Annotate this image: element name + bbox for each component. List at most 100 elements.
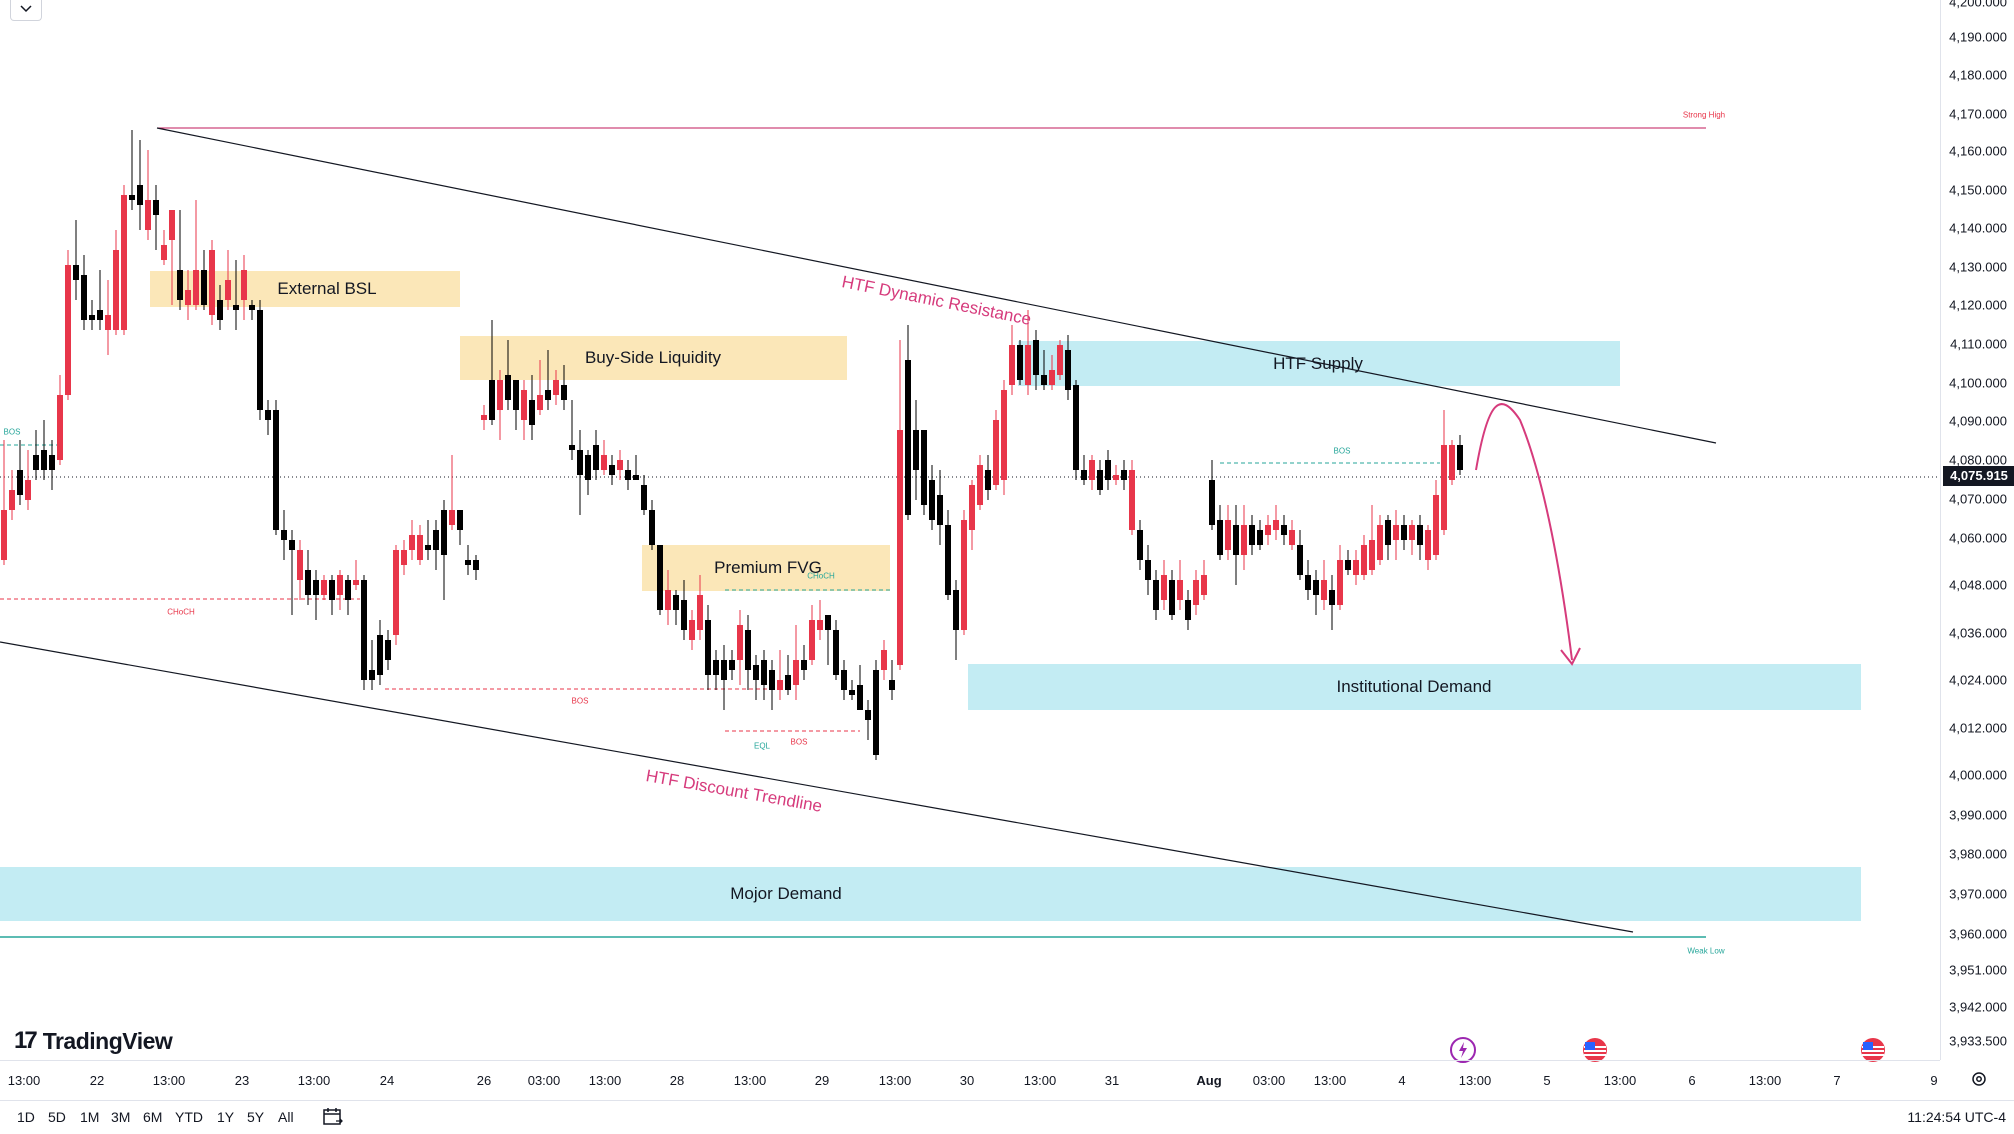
price-tick: 4,090.000	[1949, 413, 2007, 429]
candle-body	[729, 660, 735, 670]
candle-body	[889, 680, 895, 690]
candle-body	[1345, 560, 1351, 570]
range-button-ytd[interactable]: YTD	[175, 1109, 203, 1125]
time-tick: 13:00	[1023, 1073, 1057, 1088]
candle-body	[273, 410, 279, 530]
price-tick: 4,060.000	[1949, 530, 2007, 546]
candle-body	[1209, 480, 1215, 525]
candle-body	[969, 485, 975, 530]
price-tick: 4,200.000	[1949, 0, 2007, 10]
settings-gear-icon[interactable]	[1970, 1070, 1988, 1088]
candle-body	[1145, 560, 1151, 580]
range-button-1d[interactable]: 1D	[17, 1109, 35, 1125]
institutional-demand-label: Institutional Demand	[1336, 677, 1492, 696]
price-axis[interactable]: 4,200.000 4,190.000 4,180.000 4,170.000 …	[1940, 0, 2014, 1060]
candle-body	[1297, 545, 1303, 575]
range-button-6m[interactable]: 6M	[143, 1109, 163, 1125]
choch-label-left: CHoCH	[167, 607, 195, 617]
candle-body	[193, 270, 199, 305]
candle-body	[305, 570, 311, 595]
htf-supply-zone	[1018, 341, 1620, 386]
time-tick: Aug	[1196, 1073, 1222, 1088]
candle-body	[377, 635, 383, 675]
price-tick: 4,130.000	[1949, 259, 2007, 275]
candle-body	[617, 460, 623, 470]
candle-body	[105, 315, 111, 330]
range-button-1y[interactable]: 1Y	[217, 1109, 235, 1125]
candle-body	[113, 250, 119, 330]
candle-body	[185, 290, 191, 305]
htf-supply-label: HTF Supply	[1273, 354, 1363, 373]
candle-body	[785, 675, 791, 690]
candle-body	[177, 270, 183, 300]
calendar-icon[interactable]	[322, 1107, 344, 1127]
price-tick: 3,942.000	[1949, 999, 2007, 1015]
candle-body	[905, 360, 911, 515]
candle-body	[777, 680, 783, 690]
candle-body	[1401, 525, 1407, 540]
candle-body	[393, 550, 399, 635]
range-button-all[interactable]: All	[278, 1109, 294, 1125]
candle-body	[1289, 530, 1295, 545]
candle-body	[225, 280, 231, 300]
candle-body	[649, 510, 655, 545]
price-tick: 4,048.000	[1949, 577, 2007, 593]
price-tick: 4,110.000	[1950, 336, 2007, 352]
candle-body	[569, 445, 575, 450]
time-tick: 13:00	[152, 1073, 186, 1088]
tradingview-logo[interactable]: 17 TradingView	[14, 1024, 173, 1058]
candle-body	[1105, 460, 1111, 480]
candle-body	[1249, 525, 1255, 545]
candle-body	[521, 390, 527, 420]
range-button-5d[interactable]: 5D	[48, 1109, 66, 1125]
candle-body	[369, 670, 375, 680]
candle-body	[881, 650, 887, 670]
candle-body	[921, 430, 927, 505]
candle-body	[425, 545, 431, 550]
candle-body	[1457, 445, 1463, 470]
candle-body	[465, 560, 471, 565]
candle-body	[745, 630, 751, 670]
candle-body	[1033, 340, 1039, 375]
candle-body	[361, 580, 367, 680]
range-button-3m[interactable]: 3M	[111, 1109, 131, 1125]
candle-body	[281, 530, 287, 540]
candle-body	[1177, 580, 1183, 600]
time-tick: 13:00	[1603, 1073, 1637, 1088]
candle-body	[1041, 375, 1047, 385]
time-tick: 13:00	[1458, 1073, 1492, 1088]
candle-body	[73, 265, 79, 280]
range-button-5y[interactable]: 5Y	[247, 1109, 265, 1125]
candle-body	[25, 480, 31, 500]
candle-body	[33, 455, 39, 470]
premium-fvg-label: Premium FVG	[714, 558, 822, 577]
bos-label-mid: BOS	[571, 696, 589, 706]
candle-body	[993, 420, 999, 485]
lightning-event-icon[interactable]	[1450, 1037, 1476, 1063]
price-tick: 3,960.000	[1949, 926, 2007, 942]
price-tick: 3,951.000	[1949, 962, 2007, 978]
candle-body	[457, 510, 463, 530]
candle-body	[1265, 525, 1271, 535]
candle-body	[1, 510, 7, 560]
candle-body	[577, 450, 583, 475]
price-tick: 4,036.000	[1949, 625, 2007, 641]
candle-body	[489, 380, 495, 420]
candle-body	[401, 550, 407, 565]
time-tick: 13:00	[7, 1073, 41, 1088]
candle-body	[937, 495, 943, 525]
candle-body	[313, 580, 319, 595]
candle-body	[145, 200, 151, 230]
time-tick: 30	[959, 1073, 975, 1088]
us-flag-event-icon[interactable]	[1582, 1037, 1608, 1063]
candle-body	[409, 535, 415, 550]
time-axis[interactable]: 13:00 22 13:00 23 13:00 24 26 03:00 13:0…	[0, 1060, 1940, 1101]
htf-dynamic-resistance-line	[156, 127, 1717, 444]
collapse-button[interactable]	[10, 0, 42, 21]
candle-body	[1257, 530, 1263, 545]
candle-body	[249, 305, 255, 310]
candle-body	[961, 520, 967, 630]
us-flag-event-icon[interactable]	[1860, 1037, 1886, 1063]
range-button-1m[interactable]: 1M	[80, 1109, 100, 1125]
chart-canvas[interactable]	[0, 0, 1940, 1060]
